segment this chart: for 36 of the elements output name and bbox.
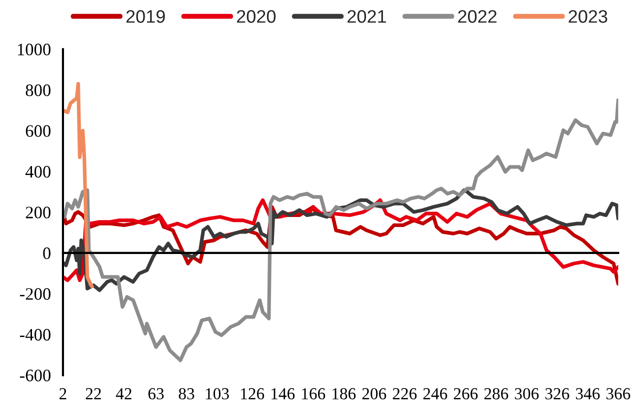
x-tick-label: 266 (454, 388, 478, 400)
legend-label: 2021 (348, 10, 386, 23)
x-tick-label: 2 (60, 388, 66, 400)
y-tick-label: 0 (43, 247, 50, 260)
x-tick-label: 246 (423, 388, 448, 400)
x-tick-label: 346 (576, 388, 600, 400)
x-tick-label: 126 (241, 388, 264, 400)
x-tick-label: 366 (606, 388, 630, 400)
x-tick-label: 103 (206, 388, 229, 400)
x-tick-label: 306 (514, 388, 539, 400)
line-series (62, 188, 618, 292)
y-tick-label: -600 (20, 370, 50, 382)
y-tick-label: 600 (26, 125, 50, 137)
y-tick-label: 200 (26, 206, 50, 218)
x-tick-label: 166 (302, 388, 326, 400)
x-tick-label: 326 (545, 388, 570, 400)
y-tick-label: -400 (20, 328, 50, 341)
y-tick-label: 800 (26, 84, 50, 96)
y-tick-label: 400 (25, 166, 50, 178)
legend-label: 2023 (568, 10, 608, 23)
x-tick-label: 226 (392, 388, 417, 400)
legend-label: 2019 (126, 10, 165, 23)
x-tick-label: 186 (332, 388, 356, 400)
x-tick-label: 83 (178, 388, 194, 400)
x-tick-label: 206 (362, 388, 386, 400)
line-series (62, 82, 94, 288)
legend-label: 2020 (237, 10, 276, 23)
x-tick-label: 63 (148, 388, 164, 400)
x-tick-label: 42 (116, 388, 132, 400)
y-tick-label: -200 (20, 288, 50, 300)
line-series (62, 98, 618, 362)
legend-label: 2022 (458, 10, 497, 23)
x-tick-label: 146 (272, 388, 295, 400)
y-tick-label: 1000 (18, 44, 50, 56)
x-tick-label: 286 (484, 388, 508, 400)
x-tick-label: 22 (86, 388, 101, 400)
